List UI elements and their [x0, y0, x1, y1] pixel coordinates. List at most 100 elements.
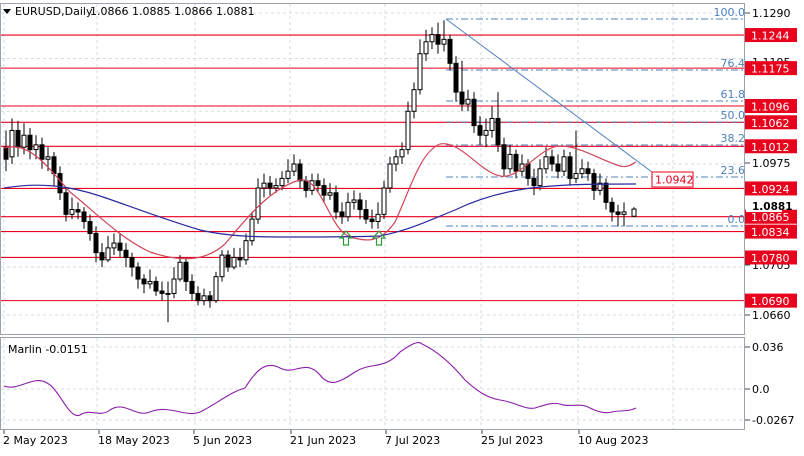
level-label: 1.1012: [751, 141, 790, 154]
moving-average-slow: [3, 183, 637, 238]
level-label-box: [745, 115, 797, 130]
candle: [441, 20, 447, 52]
candle: [111, 233, 117, 256]
candle: [567, 152, 573, 186]
candle: [273, 178, 279, 193]
candle: [123, 243, 129, 268]
level-label-box: [745, 139, 797, 154]
candle: [615, 204, 621, 227]
date-label: 7 Jul 2023: [385, 434, 440, 447]
level-label: 1.0690: [751, 295, 790, 308]
up-arrow-icon: [338, 230, 354, 246]
fib-level-label: 50.0: [721, 109, 746, 122]
level-label-box: [745, 181, 797, 196]
candle: [75, 202, 81, 220]
level-label-box: [745, 28, 797, 43]
candle: [405, 101, 411, 155]
candle: [207, 291, 213, 308]
candle: [231, 247, 237, 270]
marker-box: [651, 171, 694, 188]
candle: [201, 288, 207, 306]
candle: [453, 56, 459, 102]
candle: [621, 202, 627, 227]
candle: [261, 173, 267, 198]
candle: [87, 214, 93, 241]
candle: [285, 159, 291, 184]
current-price-box: [746, 201, 782, 212]
fib-trendline: [445, 18, 661, 179]
fib-level-label: 100.0: [714, 6, 746, 19]
level-label-box: [745, 293, 797, 308]
indicator-axis-zero: 0.0: [752, 383, 770, 396]
price-tick: 1.1290: [752, 7, 791, 20]
indicator-axis-bottom: -0.0267: [752, 414, 794, 427]
date-label: 21 Jun 2023: [290, 434, 356, 447]
level-label-box: [745, 224, 797, 239]
up-arrow-icon: [371, 230, 387, 246]
fib-level-label: 61.8: [721, 88, 746, 101]
fib-level-label: 23.6: [721, 164, 746, 177]
level-label-box: [745, 209, 797, 224]
candle: [63, 187, 69, 222]
date-label: 18 May 2023: [98, 434, 170, 447]
candle: [81, 207, 87, 229]
dropdown-triangle-icon[interactable]: [3, 9, 11, 14]
candle: [195, 286, 201, 306]
candle: [543, 147, 549, 174]
candle: [375, 202, 381, 229]
candle: [579, 159, 585, 179]
level-label: 1.1062: [751, 117, 790, 130]
candlesticks: [3, 20, 637, 323]
fib-level-label: 76.4: [721, 57, 746, 70]
candle: [255, 178, 261, 224]
candle: [381, 180, 387, 220]
candle: [465, 89, 471, 112]
candle: [603, 178, 609, 210]
level-label: 1.0780: [751, 252, 790, 265]
level-label: 1.1244: [751, 30, 790, 43]
candle: [165, 281, 171, 323]
candle: [93, 226, 99, 263]
level-label-box: [745, 61, 797, 76]
candle: [243, 233, 249, 265]
date-label: 2 May 2023: [3, 434, 68, 447]
candle: [417, 39, 423, 95]
candle: [33, 135, 39, 160]
candle: [471, 92, 477, 133]
date-label: 5 Jun 2023: [193, 434, 252, 447]
candle: [189, 274, 195, 301]
price-tick: 1.0660: [752, 309, 791, 322]
candle: [249, 211, 255, 246]
candle: [549, 149, 555, 172]
candle: [291, 154, 297, 176]
level-label: 1.0865: [751, 211, 790, 224]
candle: [501, 137, 507, 176]
candle: [495, 92, 501, 153]
candle: [573, 130, 579, 184]
candle: [141, 274, 147, 294]
candle: [39, 137, 45, 169]
level-label: 1.1175: [751, 63, 790, 76]
candle: [333, 185, 339, 220]
candle: [447, 34, 453, 71]
candle: [213, 271, 219, 304]
candle: [159, 281, 165, 301]
candle: [435, 22, 441, 54]
candle: [219, 250, 225, 282]
candle: [513, 149, 519, 179]
candle: [537, 159, 543, 191]
marker-label: 1.0942: [655, 174, 694, 187]
candle: [459, 60, 465, 112]
candle: [507, 144, 513, 174]
candle: [609, 197, 615, 222]
candle: [399, 142, 405, 164]
level-label: 1.0834: [751, 226, 790, 239]
price-tick: 1.0975: [752, 157, 791, 170]
level-label: 1.0924: [751, 183, 790, 196]
candle: [387, 156, 393, 193]
candle: [225, 250, 231, 272]
candle: [411, 82, 417, 119]
candle: [369, 209, 375, 229]
